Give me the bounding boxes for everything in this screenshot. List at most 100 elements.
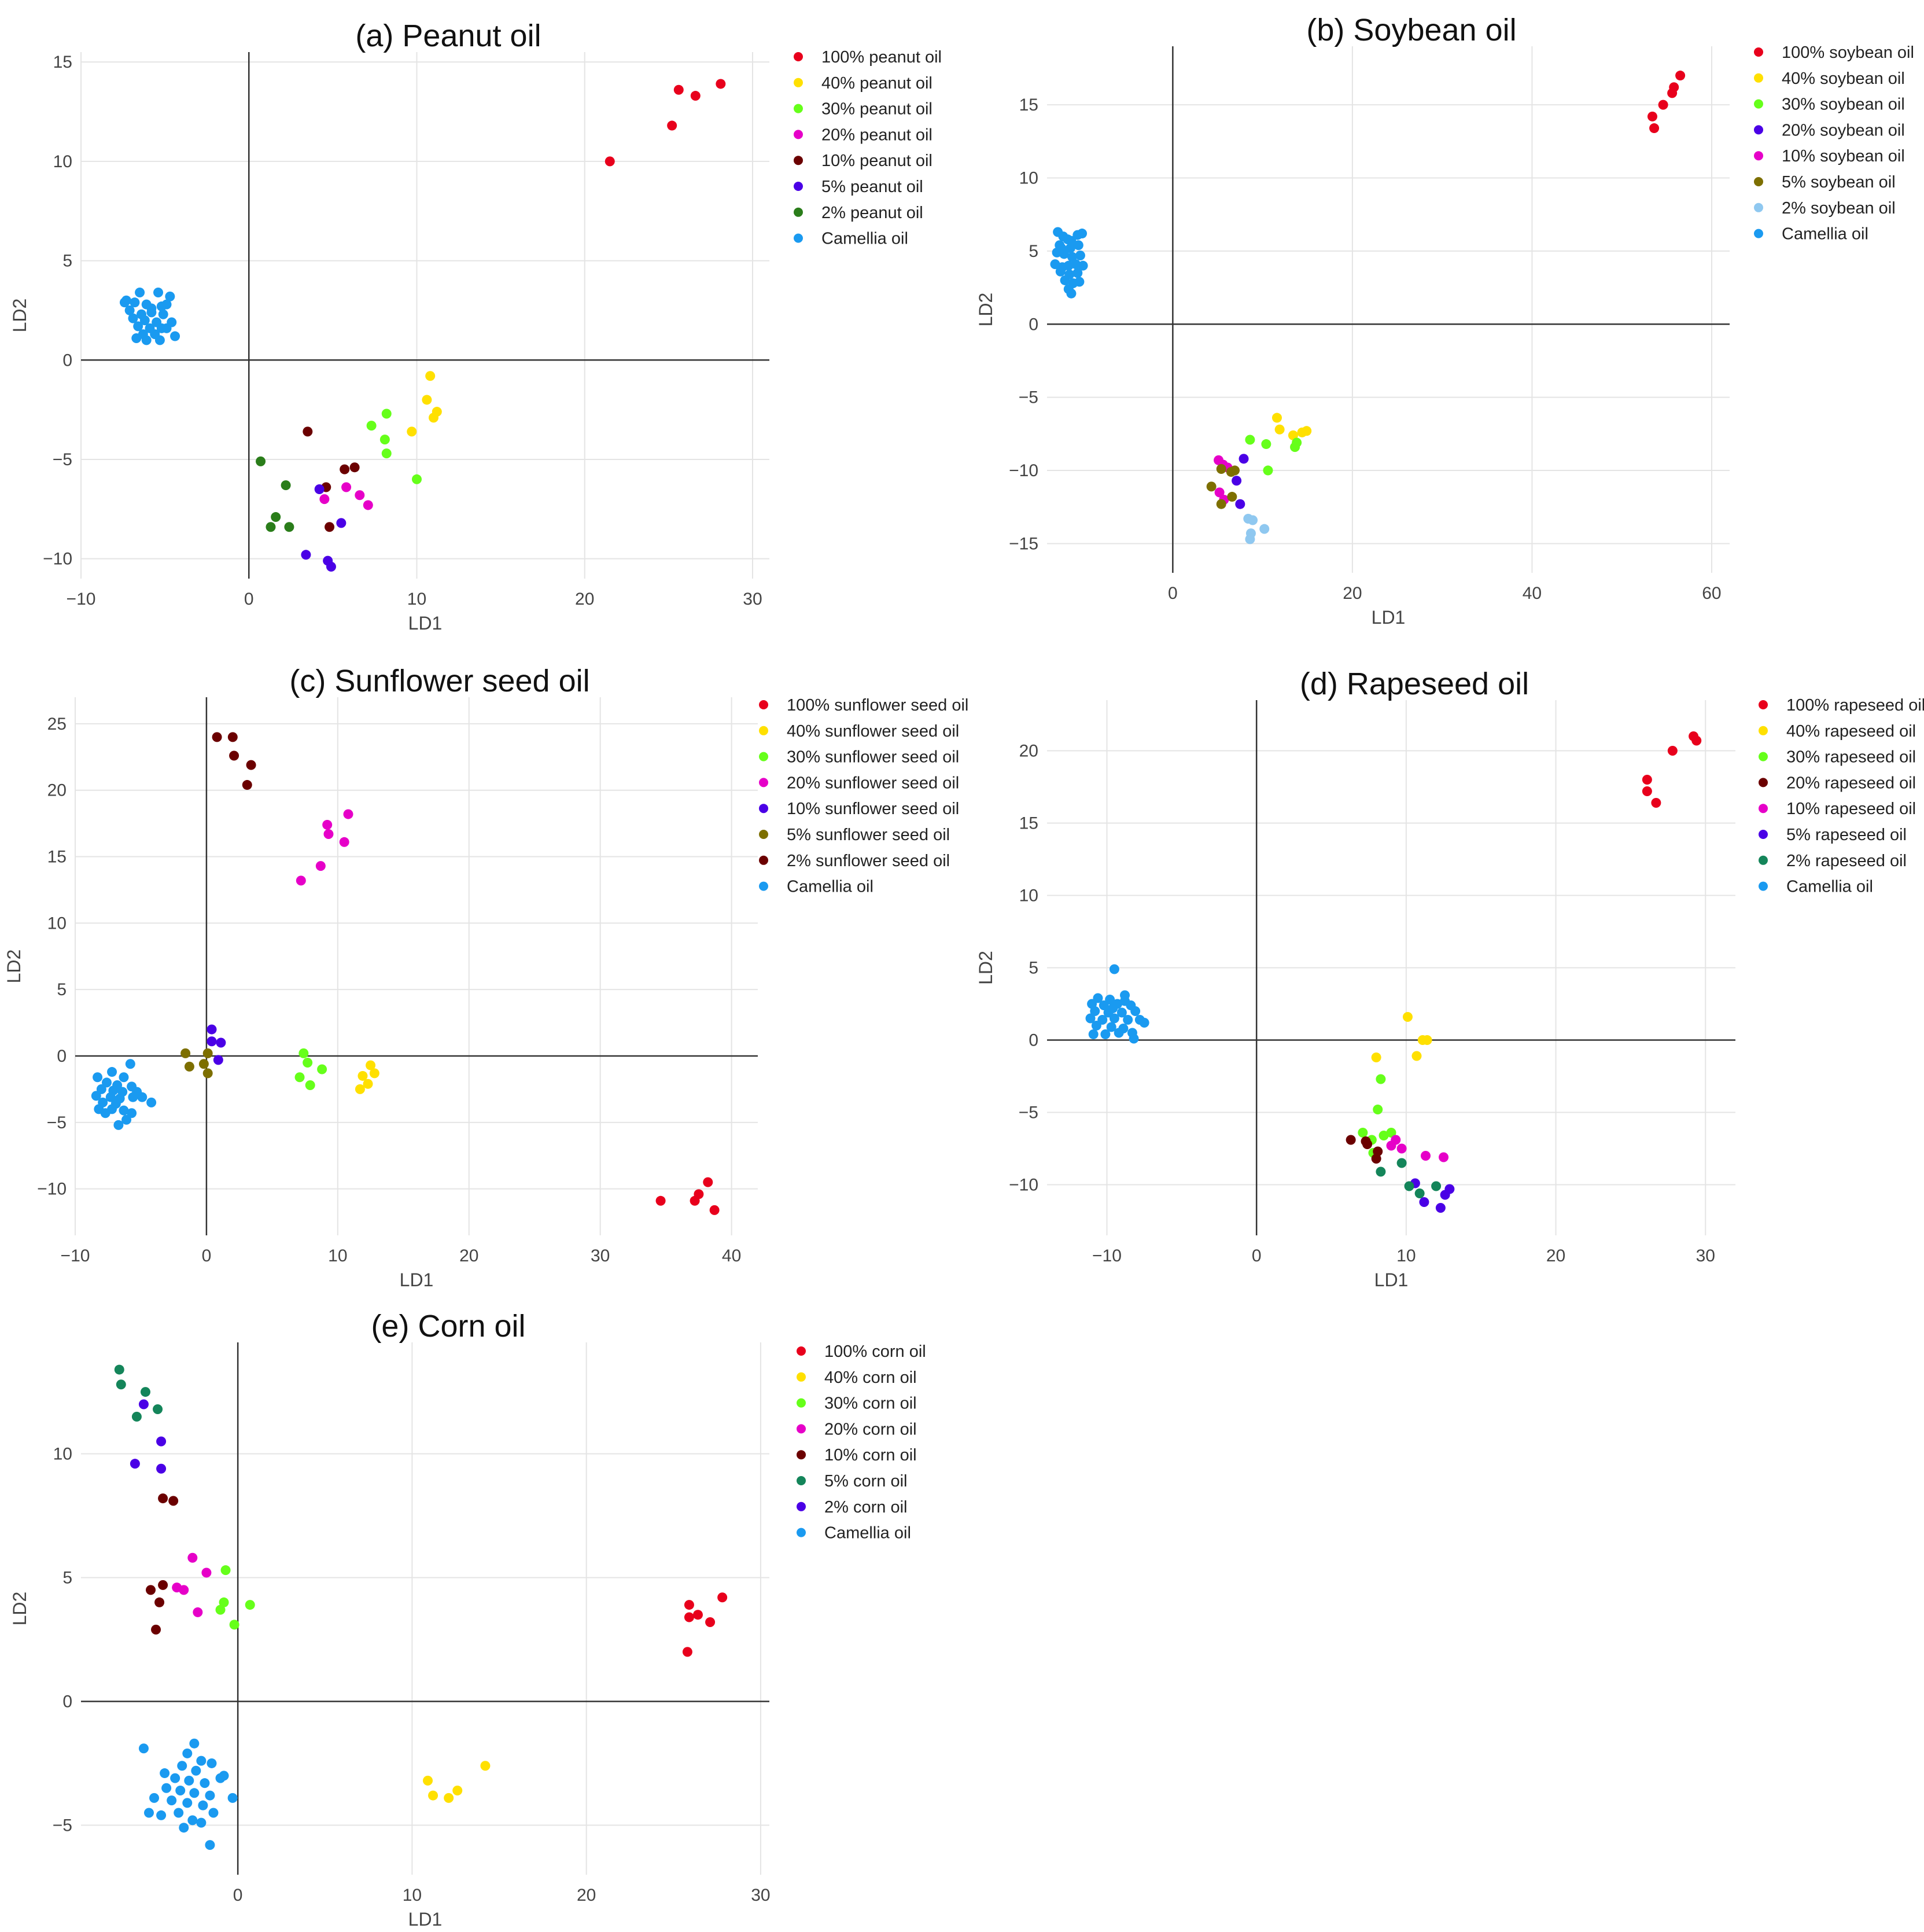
data-point [198,1800,208,1810]
legend-marker [794,52,803,61]
series-5 [301,484,347,572]
x-tick-label: 20 [1546,1246,1565,1265]
y-tick-label: 5 [1029,959,1038,978]
data-point [1386,1140,1396,1151]
data-point [1435,1203,1446,1213]
legend-marker [794,233,803,243]
legend-marker [1754,125,1763,135]
data-point [256,456,266,466]
data-point [1371,1154,1381,1164]
data-point [349,462,360,473]
data-point [198,1059,209,1069]
data-point [179,1585,189,1595]
y-tick-label: 10 [53,152,72,171]
data-point [160,1768,170,1779]
data-point [107,1067,117,1077]
legend-entry: 5% rapeseed oil [1786,826,1907,844]
legend-entry: 2% corn oil [824,1498,907,1517]
legend-entry: 40% sunflower seed oil [787,722,959,741]
data-point [242,780,252,790]
legend-entry: 10% sunflower seed oil [787,800,959,818]
data-point [705,1617,716,1628]
data-point [246,760,256,770]
data-point [170,331,180,341]
legend-entry: 100% soybean oil [1782,43,1914,62]
data-point [381,448,392,459]
legend-entry: Camellia oil [821,230,908,248]
data-point [692,1610,703,1620]
data-point [1090,1006,1100,1016]
legend-entry: 30% rapeseed oil [1786,748,1916,767]
y-tick-label: −10 [1009,461,1038,480]
data-point [154,335,165,345]
data-point [1667,88,1678,98]
legend-marker [794,104,803,113]
scatter-plot: 0 10 20 30 −5 0 5 10 LD1 LD2 (e) Corn oil 100% corn… [9,1309,926,1930]
data-point [379,435,390,445]
data-point [165,291,175,301]
data-point [213,1055,223,1065]
x-tick-label: 30 [751,1886,770,1905]
data-point [1658,100,1668,110]
data-point [1099,1000,1109,1010]
data-point [1106,1022,1116,1032]
data-point [130,297,140,308]
data-point [175,1786,186,1796]
data-point [1371,1053,1381,1062]
y-tick-label: 25 [47,715,67,734]
data-point [294,1072,305,1083]
data-point [1230,465,1240,476]
data-point [121,1114,131,1125]
data-point [130,1459,140,1469]
data-point [187,1552,198,1563]
legend-entry: 40% soybean oil [1782,69,1905,88]
data-point [326,561,336,572]
data-point [1245,435,1255,445]
legend-marker [759,855,768,865]
data-point [355,1084,365,1094]
data-point [682,1647,692,1657]
y-tick-label: 15 [1019,95,1038,115]
data-point [1431,1181,1442,1191]
data-point [1651,798,1661,808]
data-point [1216,499,1226,509]
data-point [1085,1013,1096,1024]
data-point [119,297,130,308]
data-point [140,1387,150,1397]
data-point [1647,111,1657,122]
y-tick-label: 5 [62,252,72,271]
data-point [1216,464,1226,474]
legend-entry: 5% peanut oil [821,178,923,196]
data-point [1065,243,1075,253]
data-point [1088,1029,1099,1039]
data-point [357,1070,368,1081]
series-5 [1206,464,1240,509]
data-point [703,1177,713,1187]
legend-entry: Camellia oil [1782,225,1868,244]
data-point [1074,277,1085,287]
legend-entry: 100% sunflower seed oil [787,696,968,715]
data-point [156,1810,167,1820]
legend-marker [794,182,803,191]
chart-title: (b) Soybean oil [1306,13,1516,47]
data-point [1271,413,1282,423]
data-point [127,1108,137,1118]
data-point [1055,266,1066,277]
legend-entry: 10% rapeseed oil [1786,800,1916,818]
series-1 [407,371,442,437]
data-point [1642,786,1652,796]
legend-marker [1759,726,1768,735]
data-point [124,305,135,315]
legend-marker [1759,778,1768,787]
legend-marker [1759,855,1768,865]
data-point [184,1775,194,1786]
data-point [119,1072,129,1083]
legend-entry: Camellia oil [1786,878,1873,896]
series-6 [1376,1158,1442,1198]
data-point [227,732,238,742]
data-point [1411,1051,1422,1061]
legend-entry: 2% sunflower seed oil [787,852,950,870]
legend-marker [759,726,768,735]
series-7 [1085,964,1149,1044]
data-point [91,1091,101,1101]
